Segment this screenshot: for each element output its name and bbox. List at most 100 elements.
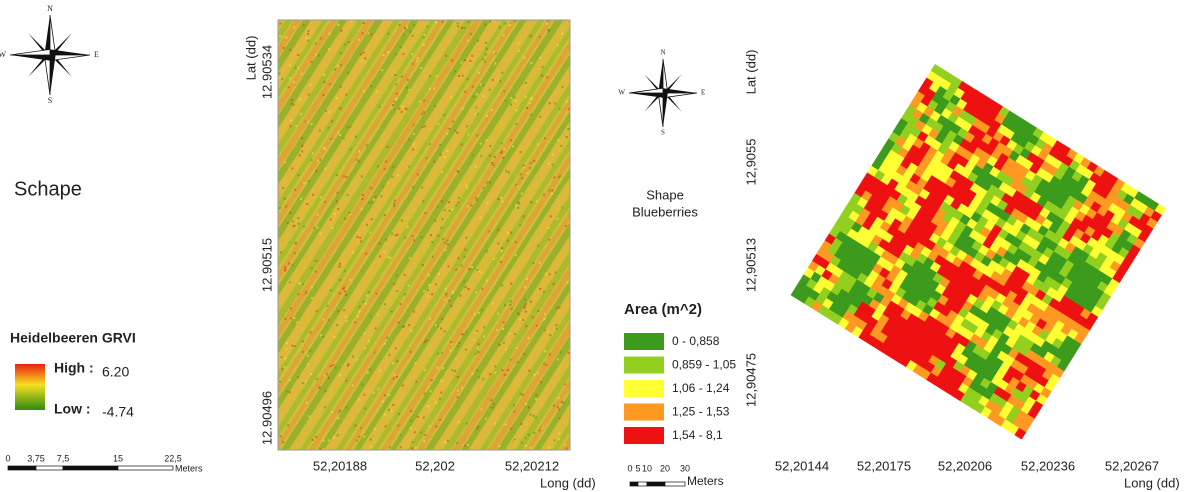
raster-speck [530, 201, 533, 204]
raster-speck [548, 102, 551, 105]
raster-speck [497, 228, 500, 231]
raster-speck [278, 206, 281, 209]
raster-speck [485, 279, 488, 282]
compass-point [644, 93, 663, 112]
raster-speck [431, 241, 434, 244]
raster-speck [471, 372, 474, 375]
compass-point [43, 54, 51, 96]
raster-speck [554, 271, 557, 274]
raster-speck [352, 355, 355, 358]
raster-speck [528, 406, 531, 409]
raster-speck [283, 266, 286, 269]
raster-speck [429, 390, 432, 393]
raster-speck [324, 406, 327, 409]
raster-speck [334, 68, 337, 71]
raster-speck [510, 307, 513, 310]
raster-speck [456, 131, 459, 134]
raster-speck [537, 309, 540, 312]
compass-point [663, 93, 668, 127]
raster-speck [288, 379, 291, 382]
raster-speck [310, 159, 313, 162]
raster-speck [393, 373, 396, 376]
raster-speck [333, 212, 336, 215]
raster-speck [460, 26, 463, 29]
raster-speck [310, 372, 313, 375]
raster-speck [354, 424, 357, 427]
raster-speck [381, 185, 384, 188]
raster-speck [549, 334, 552, 337]
raster-speck [337, 310, 340, 313]
raster-speck [288, 262, 291, 265]
raster-speck [555, 327, 558, 330]
raster-speck [408, 257, 411, 260]
scale-label: 0 [627, 463, 632, 473]
raster-speck [279, 435, 282, 438]
raster-speck [508, 332, 511, 335]
raster-speck [480, 408, 483, 411]
raster-speck [319, 37, 322, 40]
scale-label: 22,5 [164, 453, 182, 463]
raster-speck [485, 114, 488, 117]
raster-speck [467, 443, 470, 446]
raster-speck [371, 201, 374, 204]
area-raster [790, 64, 1167, 440]
raster-speck [375, 90, 378, 93]
raster-speck [424, 212, 427, 215]
raster-speck [326, 373, 329, 376]
raster-speck [293, 26, 296, 29]
raster-speck [535, 416, 538, 419]
raster-speck [551, 189, 554, 192]
raster-stripe [335, 82, 570, 450]
raster-speck [357, 38, 360, 41]
raster-speck [372, 198, 375, 201]
raster-speck [284, 317, 287, 320]
raster-speck [310, 60, 313, 63]
scale-label: 15 [113, 453, 123, 463]
raster-speck [548, 28, 551, 31]
raster-speck [302, 24, 305, 27]
raster-speck [408, 138, 411, 141]
raster-speck [490, 399, 493, 402]
raster-speck [307, 180, 310, 183]
raster-speck [450, 342, 453, 345]
raster-speck [524, 444, 527, 447]
raster-speck [282, 441, 285, 444]
compass-point [50, 55, 56, 95]
raster-speck [441, 317, 444, 320]
raster-speck [485, 139, 488, 142]
raster-stripe [278, 20, 348, 129]
legend-label: 0,859 - 1,05 [672, 358, 736, 372]
raster-speck [440, 380, 443, 383]
raster-speck [455, 268, 458, 271]
legend-high-label: High : [54, 360, 94, 376]
raster-speck [420, 112, 423, 115]
raster-speck [461, 107, 464, 110]
raster-speck [412, 148, 415, 151]
raster-speck [340, 52, 343, 55]
raster-speck [489, 145, 492, 148]
raster-speck [410, 330, 413, 333]
compass-point [10, 55, 50, 61]
raster-speck [377, 387, 380, 390]
raster-stripe [278, 20, 518, 395]
raster-speck [280, 356, 283, 359]
x-tick-label: 52,20267 [1105, 458, 1159, 473]
raster-stripe [278, 20, 338, 114]
raster-stripe [424, 222, 570, 450]
raster-speck [331, 364, 334, 367]
raster-speck [343, 286, 346, 289]
raster-speck [492, 51, 495, 54]
raster-speck [535, 324, 538, 327]
raster-speck [373, 427, 376, 430]
raster-speck [475, 196, 478, 199]
raster-speck [491, 406, 494, 409]
raster-speck [428, 143, 431, 146]
north-arrow: N S E W [0, 4, 99, 105]
raster-speck [365, 252, 368, 255]
raster-speck [522, 215, 525, 218]
raster-speck [408, 324, 411, 327]
raster-stripe [568, 448, 570, 450]
raster-speck [319, 158, 322, 161]
raster-stripe [278, 20, 365, 156]
scale-segment [62, 465, 119, 471]
